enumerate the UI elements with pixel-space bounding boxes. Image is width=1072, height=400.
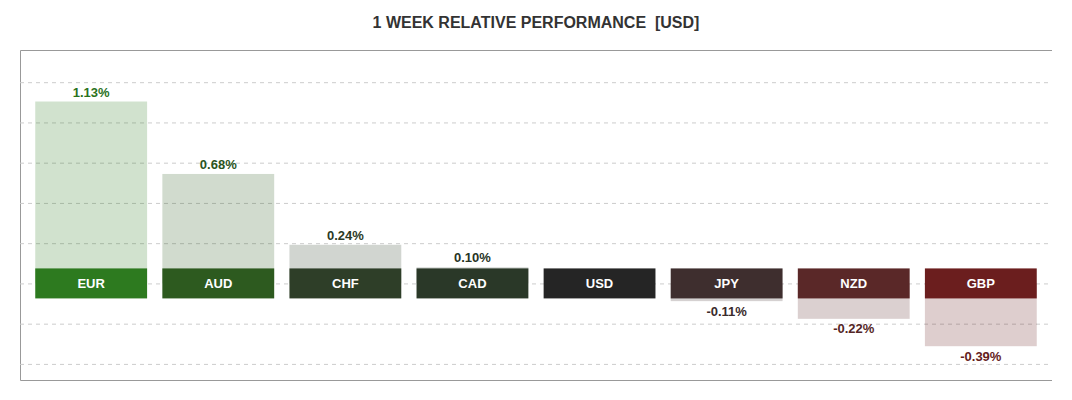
bars <box>35 102 1036 347</box>
tick <box>20 364 1052 365</box>
data-label: -0.22% <box>833 321 875 336</box>
bar <box>162 174 274 283</box>
axis-line <box>21 51 1053 381</box>
data-label: 0.68% <box>200 157 237 172</box>
header-box <box>671 268 783 298</box>
data-label: -0.39% <box>960 349 1002 364</box>
grid-line <box>20 163 1052 164</box>
title: 1 WEEK RELATIVE PERFORMANCE [USD] <box>373 14 700 31</box>
chart: 1 WEEK RELATIVE PERFORMANCE [USD] EUR AUD C… <box>0 0 1072 400</box>
category-label: CAD <box>458 276 486 291</box>
data-label: 0.24% <box>327 228 364 243</box>
data-label: -0.11% <box>706 304 747 319</box>
category-label: GBP <box>967 276 996 291</box>
tick <box>20 324 1052 325</box>
tick <box>20 122 1052 123</box>
tick <box>20 82 1052 83</box>
category-label: USD <box>586 276 613 291</box>
header-box <box>417 268 529 298</box>
category-label: EUR <box>77 276 105 291</box>
header-box <box>798 268 910 298</box>
category-label: NZD <box>840 276 867 291</box>
category-label: JPY <box>714 276 739 291</box>
header-box <box>35 268 147 298</box>
y-axis <box>20 51 1052 381</box>
category-label: CHF <box>332 276 359 291</box>
header-box <box>925 268 1037 298</box>
category-label: AUD <box>204 276 232 291</box>
data-label: 1.13% <box>73 85 110 100</box>
bar <box>35 102 147 284</box>
grid-line <box>20 82 1052 83</box>
data-label: 0.10% <box>454 250 491 265</box>
plot: EUR AUD CHF CAD USD JPY NZD GBP 1.13% 0.68% 0.24% 0… <box>20 51 1052 381</box>
grid-line <box>20 364 1052 365</box>
headers: EUR AUD CHF CAD USD JPY NZD GBP <box>35 268 1036 298</box>
grid-line <box>20 324 1052 325</box>
data-labels: 1.13% 0.68% 0.24% 0.10% -0.11% -0.22% -0.39% <box>73 85 1002 364</box>
header-box <box>162 268 274 298</box>
header-box <box>544 268 656 298</box>
header-box <box>289 268 401 298</box>
tick <box>20 163 1052 164</box>
grid-line <box>20 122 1052 123</box>
